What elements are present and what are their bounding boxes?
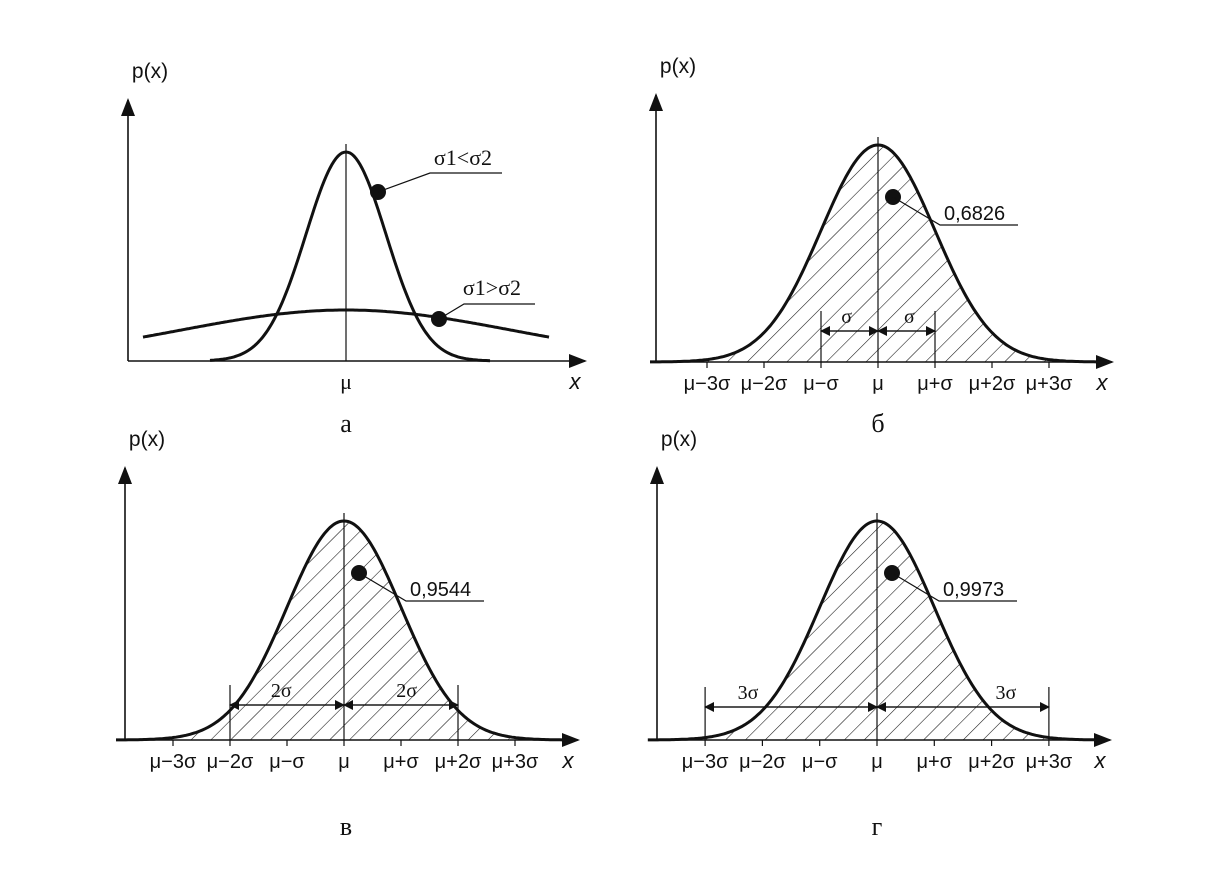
x-tick-label: μ−3σ xyxy=(684,373,731,395)
panel-a: p(x) x аμ σ1<σ2 σ1>σ2 xyxy=(121,60,587,438)
x-tick-label: μ+3σ xyxy=(492,751,539,773)
x-axis-label: x xyxy=(562,748,575,773)
panel-caption: а xyxy=(340,409,352,438)
x-tick-label: μ xyxy=(338,751,350,773)
x-tick-label: μ−σ xyxy=(269,751,305,773)
x-tick-label: μ−3σ xyxy=(682,751,729,773)
panel-c: p(x) x в μ−3σ μ−2σ μ−σ μ μ+σ μ+2σ μ+3σ 2σ 2σ 0,9544 xyxy=(116,428,580,841)
curve-wide xyxy=(142,308,550,339)
probability-label: 0,6826 xyxy=(944,203,1005,225)
annotation-narrow: σ1<σ2 xyxy=(434,145,492,170)
x-tick-label: μ xyxy=(871,751,883,773)
y-axis-label: p(x) xyxy=(661,428,697,451)
tick-label: μ xyxy=(340,369,352,394)
y-axis-label: p(x) xyxy=(660,55,696,78)
leader-line xyxy=(358,572,484,602)
x-axis-label: x xyxy=(1094,748,1107,773)
panel-caption: г xyxy=(872,812,883,841)
x-tick-label: μ−σ xyxy=(803,373,839,395)
density-curve xyxy=(647,519,1106,742)
probability-area xyxy=(116,521,572,740)
x-tick-label: μ−2σ xyxy=(207,751,254,773)
density-curve xyxy=(116,519,572,742)
leader-line xyxy=(891,572,1017,602)
interval-label-right: 3σ xyxy=(996,682,1017,704)
x-tick-label: μ+3σ xyxy=(1026,751,1073,773)
annotation-wide: σ1>σ2 xyxy=(463,275,521,300)
x-tick-label: μ+σ xyxy=(917,751,953,773)
curve-narrow xyxy=(209,150,491,363)
x-tick-label: μ−2σ xyxy=(741,373,788,395)
panel-caption: б xyxy=(871,409,884,438)
y-axis-label: p(x) xyxy=(129,428,165,451)
density-curve xyxy=(650,143,1106,364)
panel-caption: в xyxy=(340,812,352,841)
x-tick-label: μ+2σ xyxy=(969,373,1016,395)
leader-line xyxy=(892,196,1018,226)
probability-area xyxy=(647,521,1107,740)
interval-label-left: 2σ xyxy=(271,680,292,702)
panel-b: p(x) x б μ−3σ μ−2σ μ−σ μ μ+σ μ+2σ μ+3σ σ σ 0,6826 xyxy=(649,55,1114,438)
probability-label: 0,9973 xyxy=(943,579,1004,601)
probability-label: 0,9544 xyxy=(410,579,471,601)
interval-label-left: 3σ xyxy=(738,682,759,704)
interval-label-right: σ xyxy=(904,306,915,328)
x-tick-label: μ+σ xyxy=(917,373,953,395)
interval-label-right: 2σ xyxy=(396,680,417,702)
x-tick-label: μ−2σ xyxy=(739,751,786,773)
x-tick-label: μ+3σ xyxy=(1026,373,1073,395)
x-tick-label: μ xyxy=(872,373,884,395)
interval-label-left: σ xyxy=(841,306,852,328)
leader-line xyxy=(438,303,535,320)
x-tick-label: μ−3σ xyxy=(150,751,197,773)
x-tick-label: μ+σ xyxy=(383,751,419,773)
x-tick-label: μ+2σ xyxy=(435,751,482,773)
probability-area xyxy=(650,145,1106,362)
leader-line xyxy=(377,172,502,193)
panel-d: p(x) x г μ−3σ μ−2σ μ−σ μ μ+σ μ+2σ μ+3σ 3σ 3σ 0,9973 xyxy=(647,428,1112,841)
x-tick-label: μ+2σ xyxy=(968,751,1015,773)
x-tick-label: μ−σ xyxy=(802,751,838,773)
y-axis-label: p(x) xyxy=(132,60,168,83)
x-axis-label: x xyxy=(569,369,582,394)
x-axis-label: x xyxy=(1096,370,1109,395)
